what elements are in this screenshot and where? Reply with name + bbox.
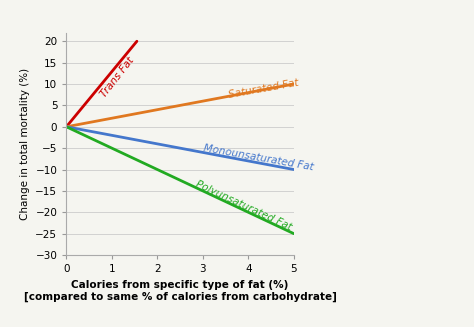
X-axis label: Calories from specific type of fat (%)
[compared to same % of calories from carb: Calories from specific type of fat (%) [… <box>24 280 337 301</box>
Text: Monounsaturated Fat: Monounsaturated Fat <box>203 143 315 172</box>
Text: Trans Fat: Trans Fat <box>98 56 136 100</box>
Text: Saturated Fat: Saturated Fat <box>228 78 300 100</box>
Text: Polyunsaturated Fat: Polyunsaturated Fat <box>194 179 293 232</box>
Y-axis label: Change in total mortality (%): Change in total mortality (%) <box>20 68 30 220</box>
